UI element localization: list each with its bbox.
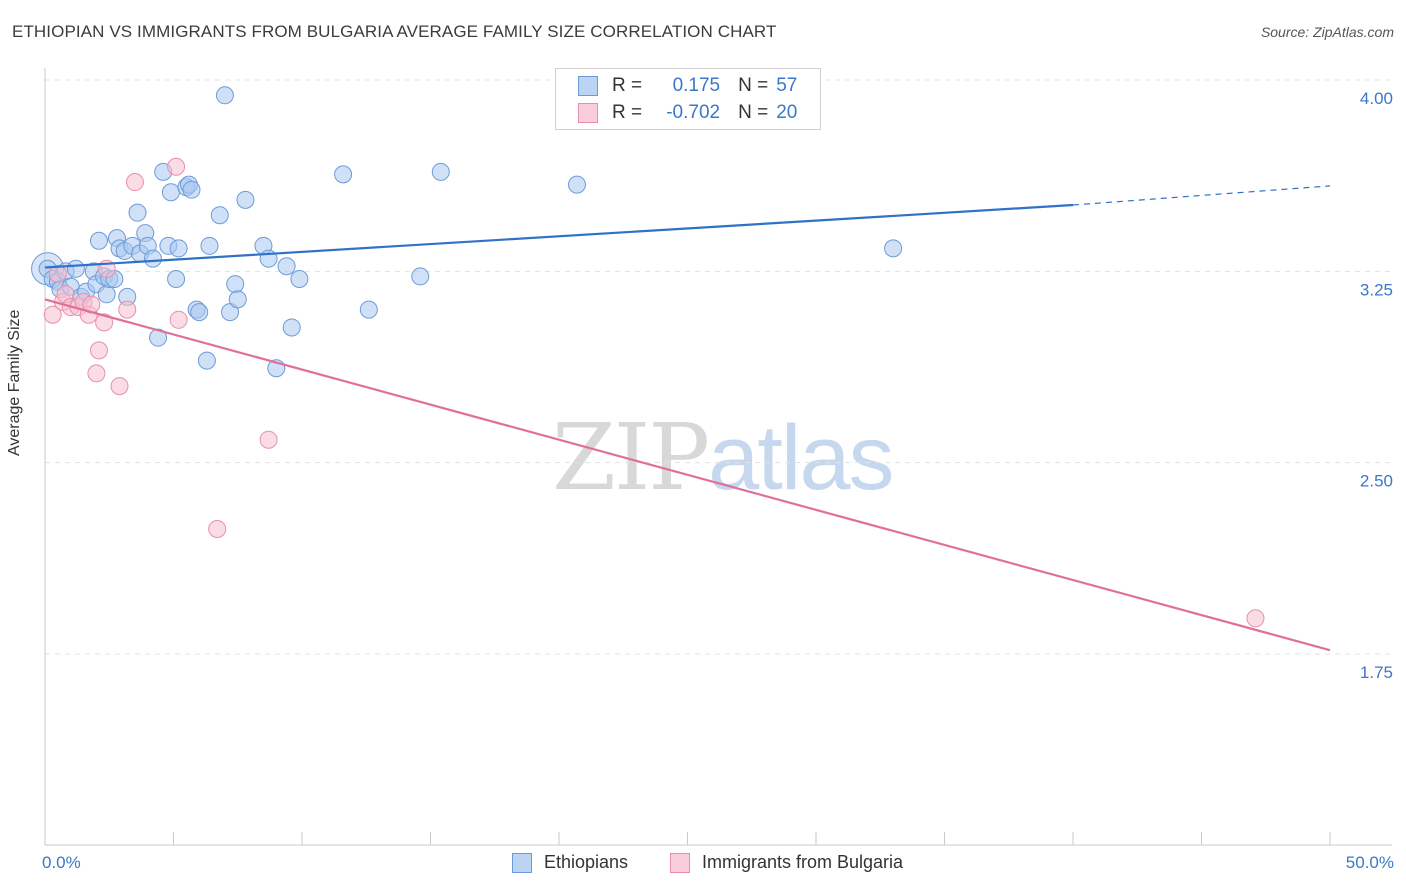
ethiopians-point-47	[277, 257, 296, 276]
legend-row-ethiopians: R = 0.175 N = 57	[578, 74, 797, 98]
bulgaria-point-13	[110, 377, 129, 396]
ethiopians-point-25	[143, 249, 162, 268]
bulgaria-point-17	[169, 310, 188, 329]
bulgaria-point-20	[1246, 609, 1265, 628]
ethiopians-trend-line	[44, 203, 1074, 269]
bulgaria-legend-label: Immigrants from Bulgaria	[702, 852, 904, 872]
bulgaria-point-18	[208, 519, 227, 538]
n-value: 20	[776, 102, 798, 123]
ethiopians-point-42	[226, 275, 245, 294]
grid-lines	[45, 79, 1392, 655]
ethiopians-point-36	[190, 303, 209, 322]
ethiopians-point-44	[236, 190, 255, 209]
ethiopians-point-54	[431, 162, 450, 181]
watermark-zip: ZIP	[552, 404, 710, 511]
ethiopians-point-31	[169, 239, 188, 258]
bulgaria-point-19	[259, 430, 278, 449]
ethiopians-point-34	[182, 180, 201, 199]
bulgaria-trend-line	[44, 298, 1331, 652]
legend-item-ethiopians: Ethiopians	[512, 852, 628, 873]
r-label: R =	[612, 75, 643, 96]
legend-row-bulgaria: R = -0.702 N = 20	[578, 101, 797, 125]
ethiopians-point-30	[167, 269, 186, 288]
chart-source: Source: ZipAtlas.com	[1260, 24, 1394, 40]
legend-item-bulgaria: Immigrants from Bulgaria	[670, 852, 903, 873]
y-tick-label-3: 4.00	[1360, 89, 1393, 108]
y-tick-label-2: 3.25	[1360, 280, 1393, 299]
ethiopians-points	[31, 86, 903, 378]
bulgaria-point-16	[167, 157, 186, 176]
x-tick-label-min: 0.0%	[42, 853, 81, 872]
y-tick-labels: 1.75 2.50 3.25 4.00	[1360, 89, 1393, 682]
n-label: N =	[738, 75, 769, 96]
ethiopians-point-53	[411, 267, 430, 286]
y-axis-label: Average Family Size	[6, 309, 23, 456]
trend-lines	[44, 185, 1331, 652]
y-tick-label-1: 2.50	[1360, 472, 1393, 491]
ethiopians-point-43	[228, 290, 247, 309]
bulgaria-point-9	[87, 364, 106, 383]
ethiopians-legend-label: Ethiopians	[544, 852, 629, 872]
bulgaria-point-10	[89, 341, 108, 360]
watermark: ZIPatlas	[552, 404, 895, 511]
ethiopians-point-21	[128, 203, 147, 222]
r-value: 0.175	[672, 75, 721, 96]
series-legend: Ethiopians Immigrants from Bulgaria	[0, 851, 1406, 877]
ethiopians-point-11	[89, 231, 108, 250]
ethiopians-point-13	[97, 285, 116, 304]
ethiopians-point-51	[334, 165, 353, 184]
y-tick-label-0: 1.75	[1360, 663, 1393, 682]
bulgaria-point-0	[43, 305, 62, 324]
ethiopians-point-29	[161, 183, 180, 202]
axes	[44, 68, 1392, 846]
ethiopians-point-49	[290, 269, 309, 288]
ethiopians-legend-swatch	[512, 852, 532, 873]
ethiopians-point-6	[66, 259, 85, 278]
bulgaria-points	[43, 157, 1265, 628]
x-tick-label-max: 50.0%	[1345, 853, 1394, 872]
bulgaria-legend-swatch	[670, 852, 690, 873]
ethiopians-trend-extension	[1072, 185, 1331, 206]
chart-title: ETHIOPIAN VS IMMIGRANTS FROM BULGARIA AV…	[12, 22, 777, 41]
bulgaria-point-15	[125, 173, 144, 192]
ethiopians-point-39	[210, 206, 229, 225]
n-value: 57	[776, 75, 798, 96]
bulgaria-point-14	[118, 300, 137, 319]
correlation-legend: R = 0.175 N = 57 R = -0.702 N = 20	[555, 68, 821, 130]
ethiopians-point-52	[359, 300, 378, 319]
ethiopians-point-56	[884, 239, 903, 258]
ethiopians-swatch	[578, 76, 598, 96]
ethiopians-point-48	[282, 318, 301, 337]
bulgaria-point-1	[48, 264, 67, 283]
bulgaria-point-11	[95, 313, 114, 332]
n-label: N =	[738, 102, 769, 123]
r-value: -0.702	[666, 102, 721, 123]
ethiopians-point-37	[197, 351, 216, 370]
r-label: R =	[612, 102, 643, 123]
ethiopians-point-55	[567, 175, 586, 194]
bulgaria-swatch	[578, 103, 598, 123]
ethiopians-point-38	[200, 236, 219, 255]
ethiopians-point-40	[215, 86, 234, 105]
watermark-atlas: atlas	[708, 407, 894, 509]
